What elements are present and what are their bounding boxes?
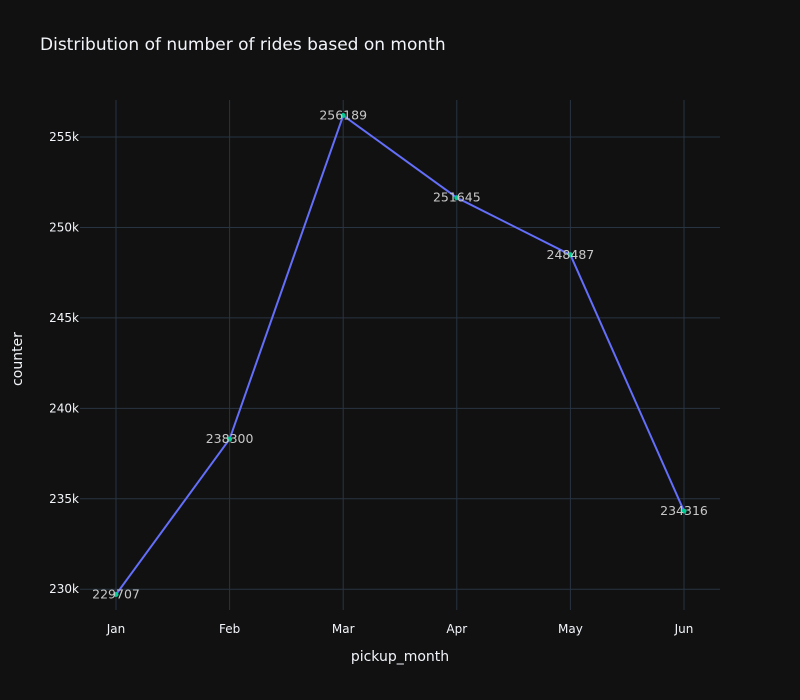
data-label: 251645	[433, 190, 481, 205]
data-label: 234316	[660, 503, 708, 518]
data-point	[567, 252, 573, 258]
y-axis-label: counter	[10, 332, 26, 386]
x-tick-label: Apr	[446, 622, 467, 636]
x-tick-label: Mar	[332, 622, 355, 636]
x-tick-label: Jun	[674, 622, 694, 636]
series-line	[115, 114, 685, 596]
data-point	[454, 195, 460, 201]
data-point	[340, 113, 346, 119]
y-tick-label: 230k	[49, 582, 79, 596]
series-layer	[113, 113, 687, 597]
data-point	[113, 591, 119, 597]
data-label: 248487	[547, 247, 595, 262]
data-label: 229707	[92, 586, 140, 601]
y-tick-label: 250k	[49, 220, 79, 234]
y-tick-label: 235k	[49, 492, 79, 506]
label-layer: 229707 238300 256189 251645 248487 234316	[92, 108, 708, 602]
x-axis-label: pickup_month	[351, 649, 449, 665]
data-label: 238300	[206, 431, 254, 446]
y-tick-label: 255k	[49, 130, 79, 144]
x-tick-label: May	[558, 622, 583, 636]
chart-title: Distribution of number of rides based on…	[40, 35, 446, 55]
x-tick-label: Jan	[106, 622, 126, 636]
y-tick-label: 240k	[49, 401, 79, 415]
tick-layer: Jan Feb Mar Apr May Jun 230k 235k 240k 245k 250k 25…	[49, 130, 693, 636]
x-tick-label: Feb	[219, 622, 240, 636]
data-point	[227, 436, 233, 442]
data-label: 256189	[319, 108, 367, 123]
data-point	[681, 508, 687, 514]
y-tick-label: 245k	[49, 311, 79, 325]
